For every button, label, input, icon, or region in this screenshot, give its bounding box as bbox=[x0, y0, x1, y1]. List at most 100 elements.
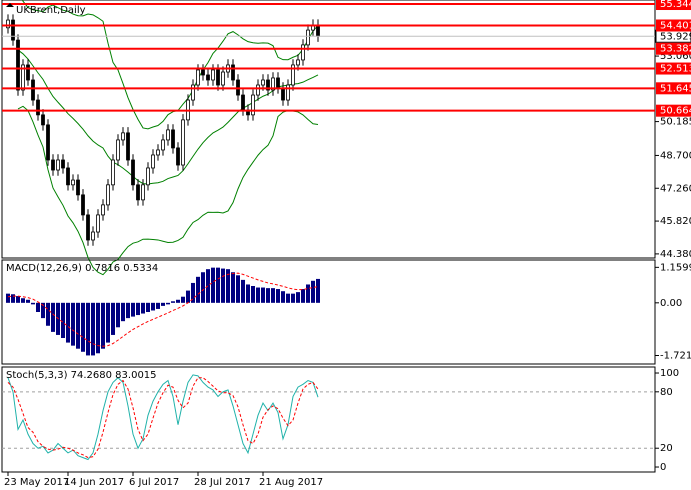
macd-bar bbox=[176, 299, 180, 303]
candle-body bbox=[36, 99, 40, 116]
candle-body bbox=[46, 124, 50, 161]
macd-bar bbox=[91, 302, 95, 356]
candle-body bbox=[101, 204, 105, 216]
macd-bar bbox=[51, 302, 55, 332]
candle-body bbox=[116, 139, 120, 161]
y-tick-label: 53.060 bbox=[660, 51, 691, 62]
y-tick-label: 100 bbox=[660, 368, 679, 379]
macd-bar bbox=[41, 302, 45, 319]
candle-body bbox=[136, 184, 140, 201]
macd-bar bbox=[81, 302, 85, 352]
x-tick-label: 23 May 2017 bbox=[4, 477, 69, 488]
macd-bar bbox=[106, 302, 110, 343]
macd-bar bbox=[191, 282, 195, 303]
candle-body bbox=[181, 119, 185, 166]
macd-bar bbox=[316, 278, 320, 303]
candle-body bbox=[151, 154, 155, 169]
candle-body bbox=[216, 69, 220, 86]
candle-body bbox=[16, 39, 20, 91]
level-label: 51.645 bbox=[660, 83, 691, 94]
indicator-title: MACD(12,26,9) 0.7816 0.5334 bbox=[6, 263, 158, 274]
macd-bar bbox=[231, 272, 235, 303]
macd-bar bbox=[161, 302, 165, 306]
panel-frame bbox=[1, 0, 656, 259]
y-tick-label: 44.380 bbox=[660, 249, 691, 260]
candle-body bbox=[231, 64, 235, 81]
y-tick-label: 80 bbox=[660, 387, 673, 398]
candle-body bbox=[241, 94, 245, 111]
macd-bar bbox=[186, 290, 190, 303]
x-tick-label: 28 Jul 2017 bbox=[194, 477, 251, 488]
macd-bar bbox=[241, 279, 245, 303]
y-tick-label: 50.185 bbox=[660, 117, 691, 128]
candle-body bbox=[91, 231, 95, 241]
x-tick-label: 14 Jun 2017 bbox=[64, 477, 124, 488]
macd-bar bbox=[101, 302, 105, 349]
macd-bar bbox=[281, 291, 285, 303]
macd-bar bbox=[121, 302, 125, 322]
macd-bar bbox=[116, 302, 120, 328]
level-label: 52.513 bbox=[660, 64, 691, 75]
candle-body bbox=[96, 214, 100, 233]
y-tick-label: 20 bbox=[660, 443, 673, 454]
current-price-label: 53.929 bbox=[660, 31, 691, 42]
candle-body bbox=[176, 147, 180, 166]
candle-body bbox=[196, 69, 200, 86]
macd-bar bbox=[146, 302, 150, 312]
candle-body bbox=[161, 139, 165, 151]
macd-bar bbox=[171, 301, 175, 303]
macd-bar bbox=[256, 287, 260, 303]
x-tick-label: 21 Aug 2017 bbox=[259, 477, 323, 488]
candle-body bbox=[206, 74, 210, 81]
macd-bar bbox=[201, 272, 205, 303]
candle-body bbox=[276, 77, 280, 89]
indicator-title: Stoch(5,3,3) 74.2680 83.0015 bbox=[6, 370, 157, 381]
macd-bar bbox=[66, 302, 70, 343]
candle-body bbox=[156, 149, 160, 156]
candle-body bbox=[251, 94, 255, 116]
candle-body bbox=[6, 19, 10, 29]
candle-body bbox=[51, 159, 55, 171]
candle-body bbox=[291, 64, 295, 86]
candle-body bbox=[146, 167, 150, 186]
candle-body bbox=[121, 132, 125, 141]
candle-body bbox=[256, 84, 260, 96]
macd-bar bbox=[271, 288, 275, 303]
macd-bar bbox=[261, 287, 265, 303]
y-tick-label: 0 bbox=[660, 462, 666, 473]
level-label: 50.664 bbox=[660, 106, 691, 117]
macd-bar bbox=[111, 302, 115, 335]
candle-body bbox=[166, 129, 170, 141]
macd-bar bbox=[221, 268, 225, 303]
macd-bar bbox=[131, 302, 135, 317]
macd-bar bbox=[181, 296, 185, 303]
candle-body bbox=[221, 71, 225, 86]
candle-body bbox=[41, 114, 45, 126]
candle-body bbox=[61, 159, 65, 169]
panel-frame bbox=[1, 366, 656, 473]
macd-bar bbox=[226, 269, 230, 303]
level-label-box bbox=[656, 0, 691, 11]
candle-body bbox=[306, 29, 310, 46]
macd-bar bbox=[16, 296, 20, 303]
stoch-line bbox=[7, 377, 319, 459]
candle-body bbox=[31, 79, 35, 101]
candle-body bbox=[106, 184, 110, 206]
candle-body bbox=[286, 84, 290, 101]
candle-body bbox=[191, 84, 195, 101]
candle-body bbox=[56, 159, 60, 171]
candle-body bbox=[86, 214, 90, 241]
macd-bar bbox=[296, 292, 300, 303]
macd-bar bbox=[156, 302, 160, 309]
level-label-box bbox=[656, 82, 691, 95]
macd-bar bbox=[276, 289, 280, 303]
stoch-line bbox=[7, 374, 319, 461]
macd-bar bbox=[71, 302, 75, 346]
panel-frame bbox=[1, 259, 656, 365]
level-label: 54.401 bbox=[660, 21, 691, 32]
candle-body bbox=[81, 194, 85, 216]
bollinger-band bbox=[21, 0, 319, 130]
macd-bar bbox=[196, 276, 200, 303]
